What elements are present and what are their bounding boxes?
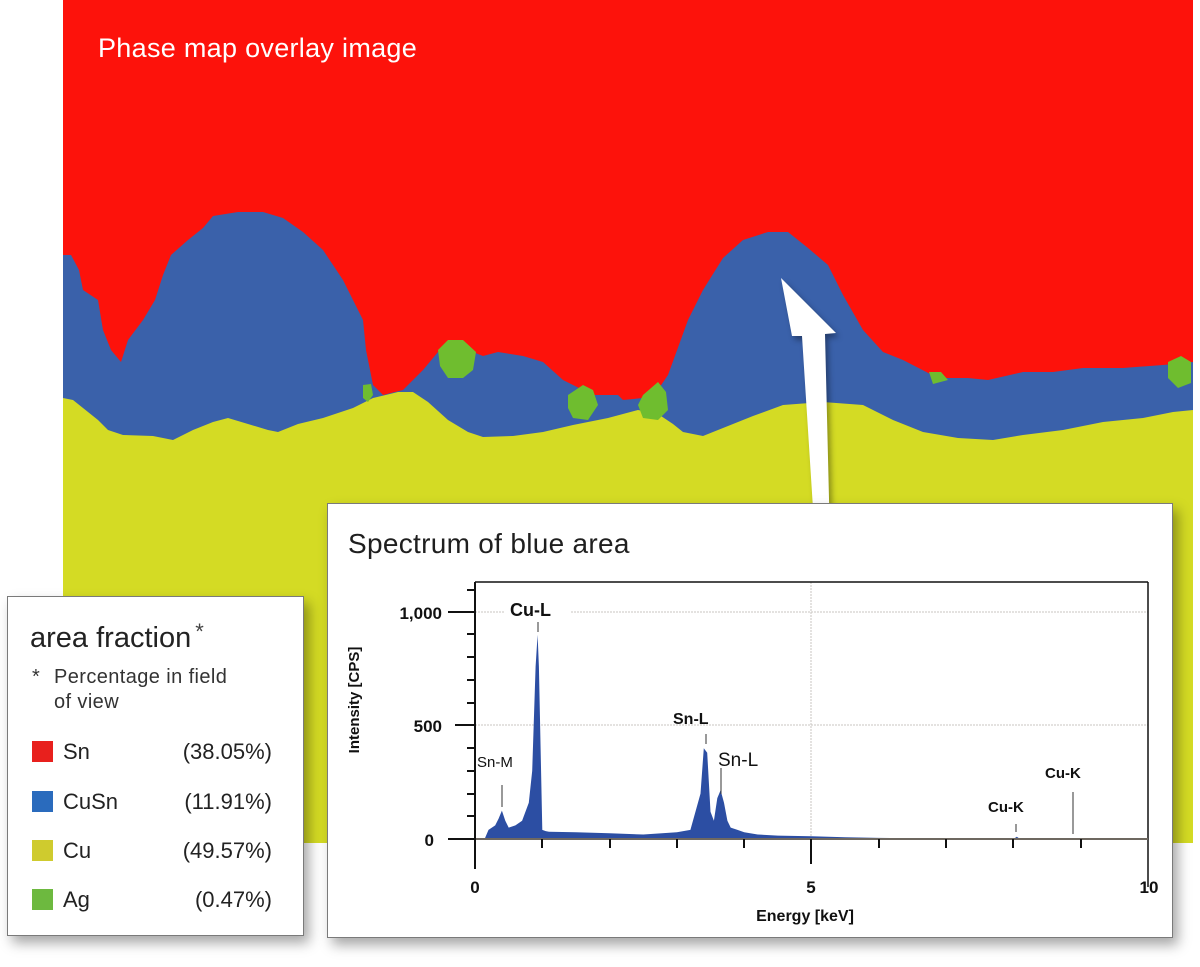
ag-region bbox=[438, 340, 476, 378]
footnote-line-2: of view bbox=[54, 691, 120, 713]
legend-label: CuSn bbox=[63, 789, 119, 814]
ag-region bbox=[929, 372, 948, 384]
spectrum-panel: Spectrum of blue area bbox=[327, 503, 1173, 938]
legend-label: Sn bbox=[63, 739, 90, 764]
peak-label-sn-l-beta: Sn-L bbox=[718, 750, 758, 771]
peak-label-cu-k-beta: Cu-K bbox=[1045, 765, 1081, 782]
asterisk-icon: * bbox=[195, 619, 204, 644]
legend-value: (11.91%) bbox=[184, 789, 272, 814]
spectrum-title: Spectrum of blue area bbox=[348, 528, 630, 559]
legend-label: Ag bbox=[63, 887, 90, 912]
ag-region bbox=[568, 385, 598, 420]
peak-label-sn-l-alpha: Sn-L bbox=[673, 711, 709, 728]
sn-color-swatch-icon bbox=[32, 741, 53, 762]
x-tick-label: 5 bbox=[806, 878, 815, 897]
y-axis-title: Intensity [CPS] bbox=[346, 647, 363, 754]
x-axis-ticks bbox=[541, 839, 1082, 864]
y-tick-label: 500 bbox=[414, 717, 442, 736]
legend-value: (49.57%) bbox=[182, 838, 272, 863]
peak-label-cu-k-alpha: Cu-K bbox=[988, 799, 1024, 816]
legend-footnote: * Percentage in field of view bbox=[32, 665, 292, 715]
legend-item-cu: Cu (49.57%) bbox=[32, 838, 272, 863]
spectrum-series-area bbox=[485, 634, 1149, 839]
legend-value: (38.05%) bbox=[182, 739, 272, 764]
y-tick-label: 0 bbox=[425, 831, 434, 850]
peak-markers bbox=[501, 622, 1074, 834]
legend-title: area fraction * bbox=[30, 619, 204, 655]
x-tick-label: 0 bbox=[470, 878, 479, 897]
footnote-line-1: Percentage in field bbox=[54, 666, 228, 688]
legend-item-sn: Sn (38.05%) bbox=[32, 739, 272, 764]
y-tick-label: 1,000 bbox=[399, 604, 442, 623]
ag-region bbox=[638, 382, 668, 420]
legend-item-cusn: CuSn (11.91%) bbox=[32, 789, 272, 814]
peak-label-sn-m: Sn-M bbox=[477, 754, 513, 771]
x-tick-label: 10 bbox=[1140, 878, 1159, 897]
area-fraction-legend: area fraction * * Percentage in field of v… bbox=[7, 596, 304, 936]
ag-color-swatch-icon bbox=[32, 889, 53, 910]
cusn-color-swatch-icon bbox=[32, 791, 53, 812]
legend-title-text: area fraction bbox=[30, 622, 192, 654]
peak-label-cu-l: Cu-L bbox=[510, 600, 551, 620]
pointer-arrow-icon bbox=[781, 278, 836, 540]
legend-value: (0.47%) bbox=[194, 887, 272, 912]
y-axis-ticks bbox=[448, 589, 475, 840]
x-axis-title: Energy [keV] bbox=[756, 908, 854, 925]
phase-map-title: Phase map overlay image bbox=[98, 33, 418, 63]
grid-lines bbox=[475, 582, 1148, 839]
spectrum-chart: 1,000 500 0 0 5 10 Energy [keV] Intensit… bbox=[346, 581, 1159, 925]
ag-region bbox=[1168, 356, 1191, 388]
legend-item-ag: Ag (0.47%) bbox=[32, 887, 272, 912]
ag-region bbox=[363, 384, 373, 402]
cu-color-swatch-icon bbox=[32, 840, 53, 861]
legend-label: Cu bbox=[63, 838, 92, 863]
asterisk-icon: * bbox=[32, 666, 41, 688]
